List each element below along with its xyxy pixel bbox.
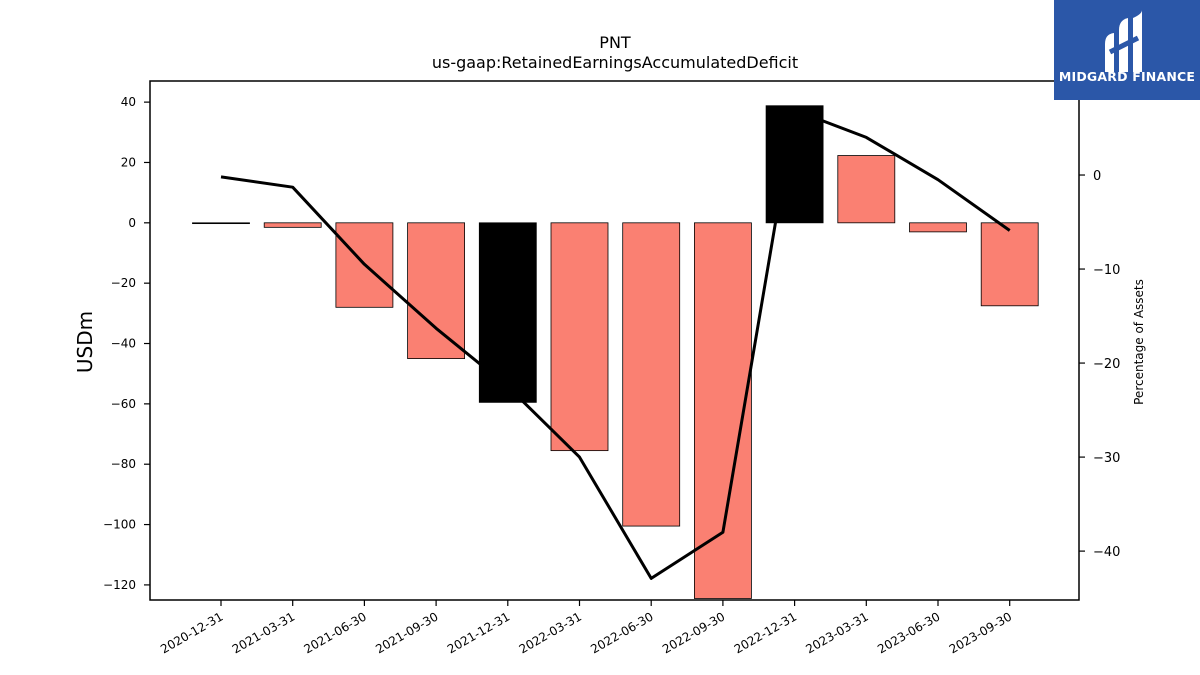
brand-name: MIDGARD FINANCE [1058,69,1196,84]
bar-2021-03-31 [263,222,322,228]
x-tick-label: 2023-09-30 [947,609,1014,656]
x-tick-label: 2023-06-30 [875,609,942,656]
bar-2022-12-31 [765,105,824,224]
x-tick-label: 2020-12-31 [158,609,225,656]
bar-2021-12-31 [478,222,537,403]
y-tick-label: 20 [121,155,136,169]
x-tick-label: 2022-09-30 [660,609,727,656]
y2-tick-label: 0 [1093,169,1101,184]
bar-2022-09-30 [694,222,752,599]
bar-2023-06-30 [909,222,967,233]
y2-tick-label: −10 [1093,263,1120,278]
y-tick-label: −80 [111,457,136,471]
logo-mark-icon [1105,10,1142,72]
x-tick-label: 2022-12-31 [732,609,799,656]
y-axis-label: USDm [73,311,97,373]
chart-title: PNT [599,33,631,52]
x-tick-label: 2021-12-31 [445,609,512,656]
y-tick-label: 40 [121,95,136,109]
x-tick-label: 2021-06-30 [301,609,368,656]
x-tick-label: 2023-03-31 [803,609,870,656]
percentage-line [220,108,1011,580]
x-tick-label: 2021-03-31 [230,609,297,656]
bar-2023-09-30 [980,222,1039,307]
y2-tick-label: −40 [1093,545,1120,560]
bar-2022-06-30 [622,222,681,527]
y2-tick-label: −30 [1093,451,1120,466]
x-tick-label: 2022-03-31 [517,609,584,656]
x-tick-label: 2021-09-30 [373,609,440,656]
plot-frame [149,80,1080,601]
bar-2020-12-31 [192,222,250,225]
y-tick-label: −60 [111,397,136,411]
bar-2023-03-31 [837,155,896,224]
bar-2022-03-31 [550,222,609,452]
y-tick-label: −100 [103,518,136,532]
bar-group [192,105,1039,599]
y2-tick-label: −20 [1093,357,1120,372]
y-tick-label: 0 [128,216,136,230]
axes-group: −120−100−80−60−40−2002040−40−30−20−10020… [103,95,1120,656]
chart-subtitle: us-gaap:RetainedEarningsAccumulatedDefic… [432,53,798,72]
y-tick-label: −120 [103,578,136,592]
line-group [220,108,1011,580]
y2-axis-label: Percentage of Assets [1132,279,1146,405]
brand-logo: MIDGARD FINANCE [1054,0,1200,100]
x-tick-label: 2022-06-30 [588,609,655,656]
y-tick-label: −40 [111,337,136,351]
y-tick-label: −20 [111,276,136,290]
bar-2021-09-30 [407,222,466,360]
